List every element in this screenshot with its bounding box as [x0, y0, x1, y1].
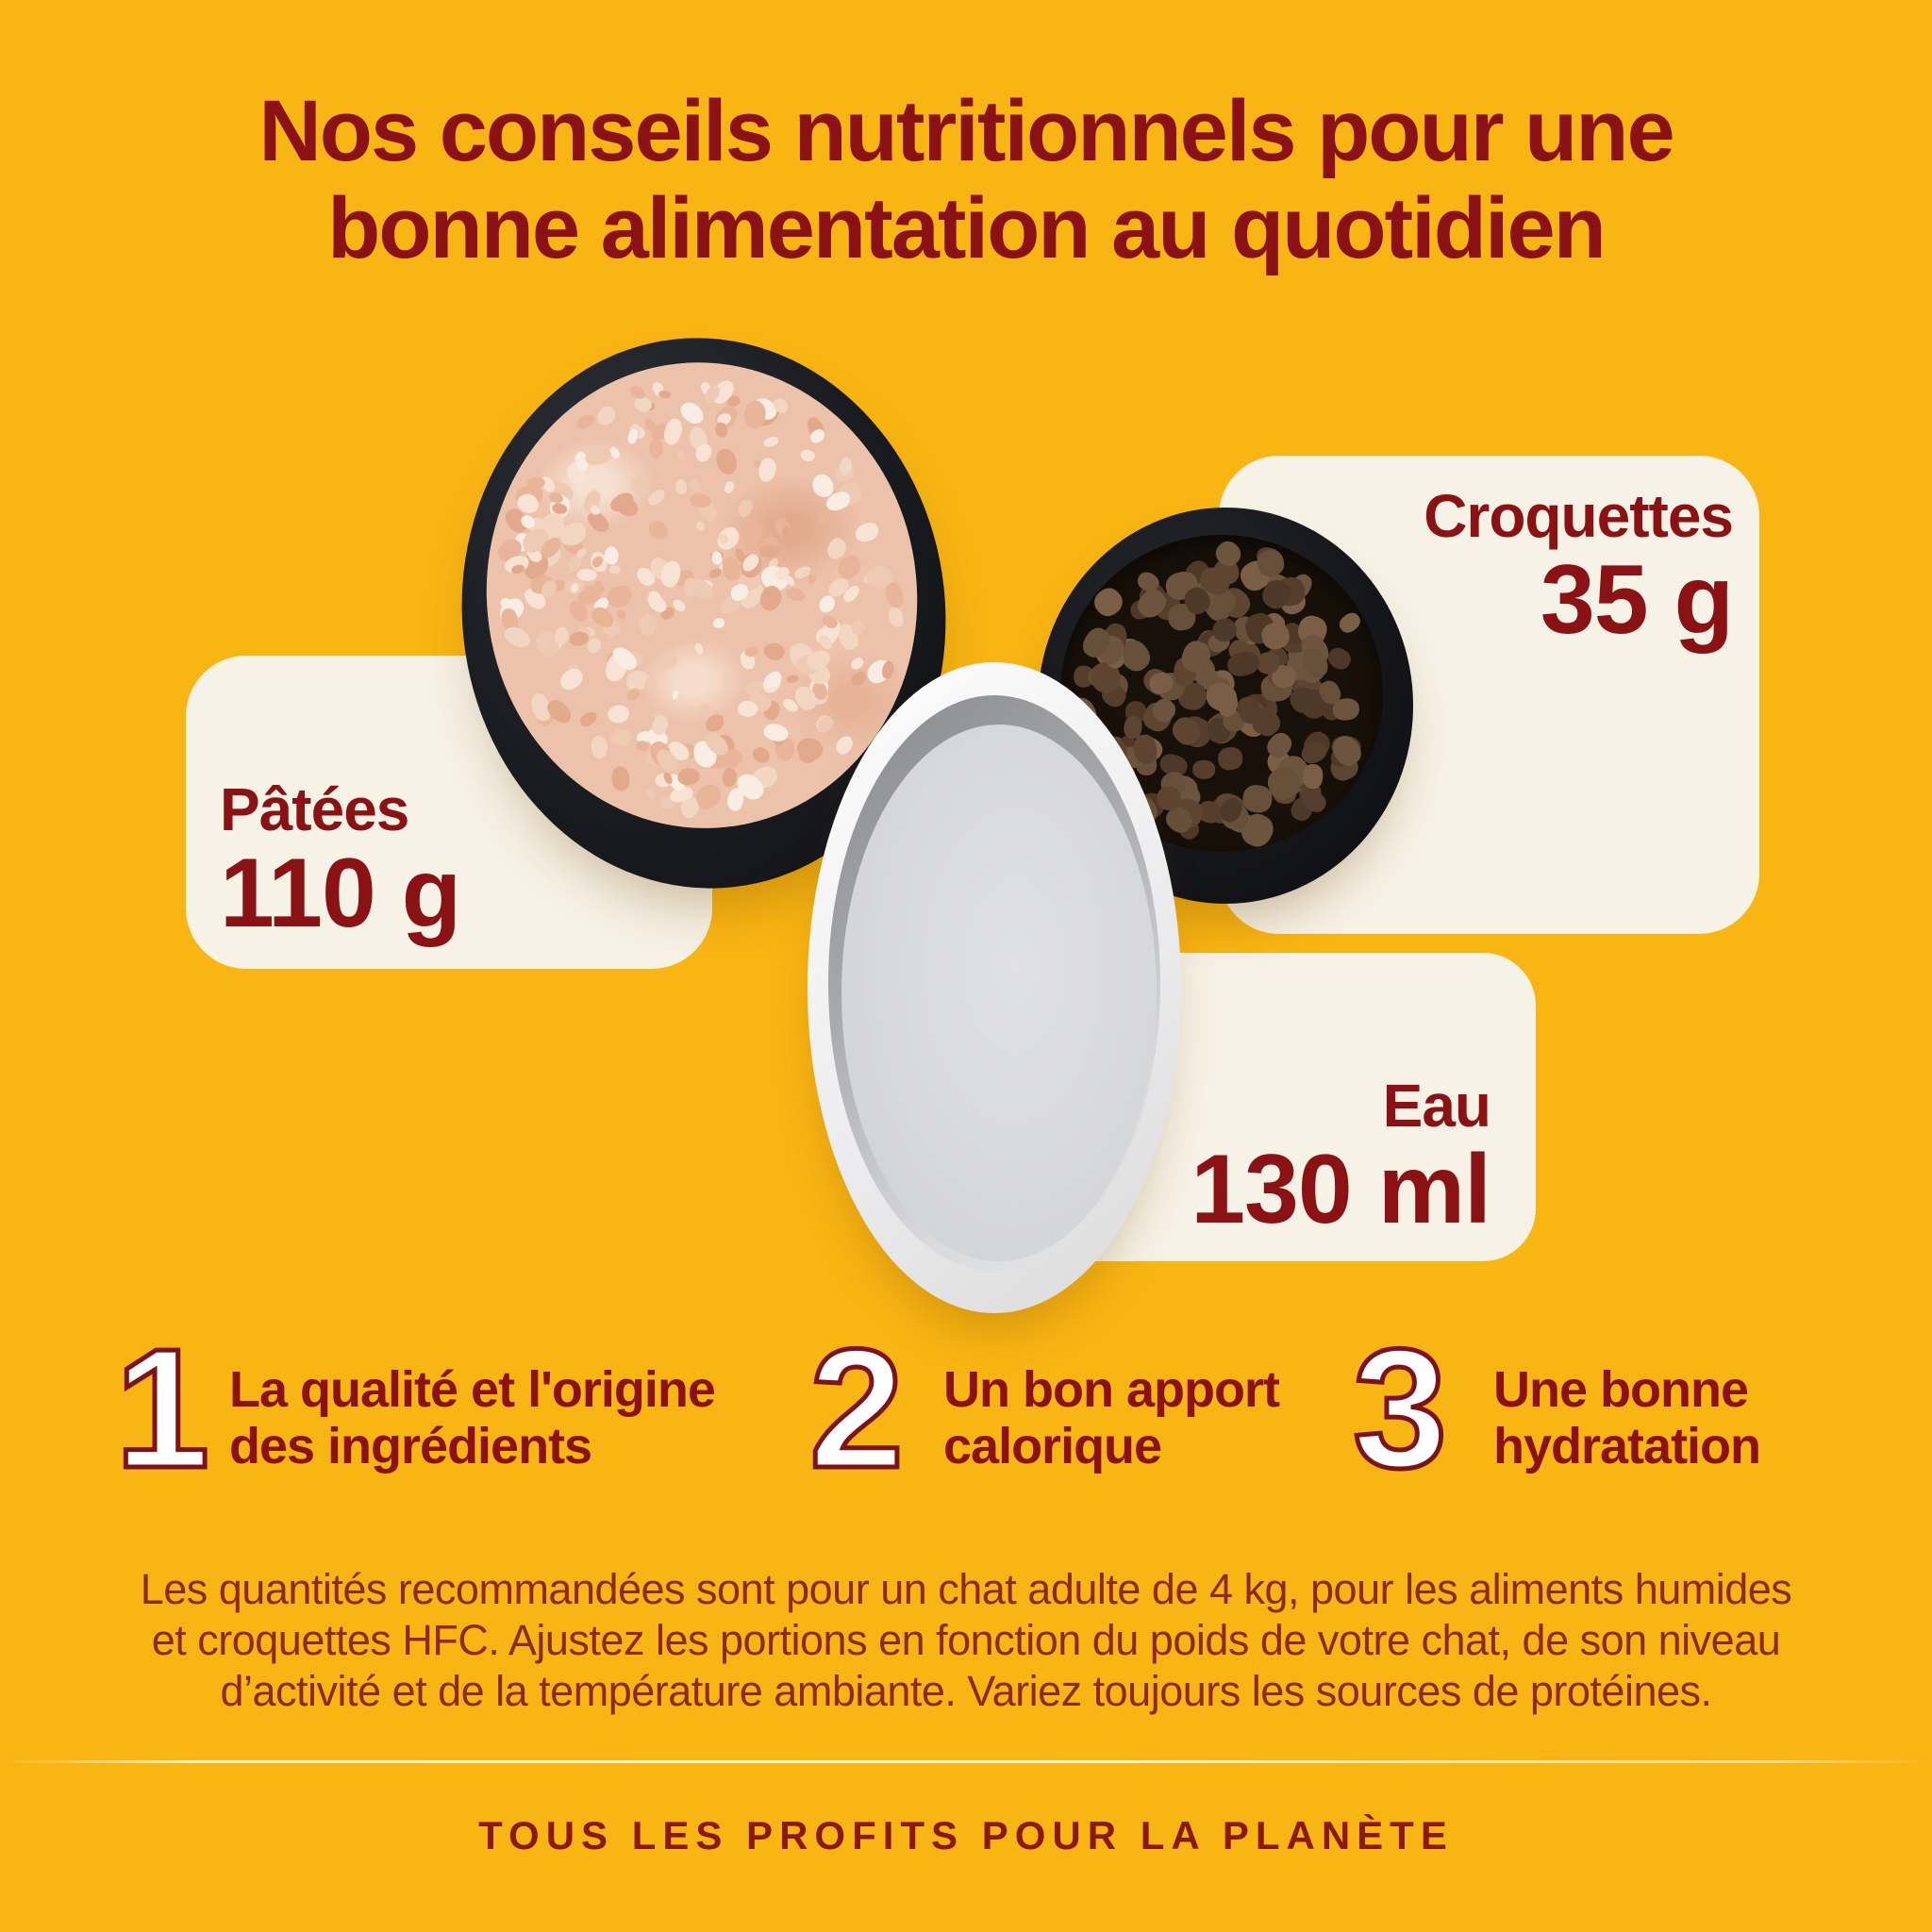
page-title-line1: Nos conseils nutritionnels pour une: [258, 83, 1674, 179]
tip-1-text: La qualité et l'origine des ingrédients: [229, 1361, 716, 1475]
divider-line: [0, 1760, 1932, 1763]
disclaimer-line2: et croquettes HFC. Ajustez les portions …: [151, 1616, 1781, 1664]
page-title-line2: bonne alimentation au quotidien: [327, 180, 1607, 277]
pate-label: Pâtées: [220, 774, 409, 843]
disclaimer-text: Les quantités recommandées sont pour un …: [0, 1564, 1932, 1717]
tip-2-text: Un bon apport calorique: [943, 1361, 1280, 1475]
tip-3-line1: Une bonne: [1493, 1361, 1749, 1418]
footer-tagline: TOUS LES PROFITS POUR LA PLANÈTE: [478, 1813, 1454, 1857]
kibble-bowl-image: [1038, 508, 1413, 904]
tip-3-line2: hydratation: [1493, 1418, 1761, 1475]
tip-1-line1: La qualité et l'origine: [229, 1361, 716, 1418]
tip-2-number: 2: [807, 1314, 906, 1504]
eau-amount: 130 ml: [1191, 1134, 1491, 1244]
croquettes-amount: 35 g: [1540, 545, 1734, 656]
tip-1-number: 1: [112, 1314, 211, 1504]
tip-3-text: Une bonne hydratation: [1493, 1361, 1761, 1475]
page-title: Nos conseils nutritionnels pour une bonn…: [0, 83, 1932, 277]
disclaimer-line3: d’activité et de la température ambiante…: [220, 1667, 1712, 1715]
tip-1-line2: des ingrédients: [229, 1418, 592, 1475]
water-surface: [841, 724, 1158, 1261]
eau-label: Eau: [1382, 1071, 1491, 1140]
pate-amount: 110 g: [220, 838, 461, 948]
tip-2-line2: calorique: [943, 1418, 1162, 1475]
tip-3-number: 3: [1350, 1314, 1449, 1504]
disclaimer-line1: Les quantités recommandées sont pour un …: [140, 1565, 1792, 1613]
water-bowl-image: [808, 662, 1181, 1313]
croquettes-label: Croquettes: [1424, 482, 1734, 550]
tip-2-line1: Un bon apport: [943, 1361, 1280, 1418]
